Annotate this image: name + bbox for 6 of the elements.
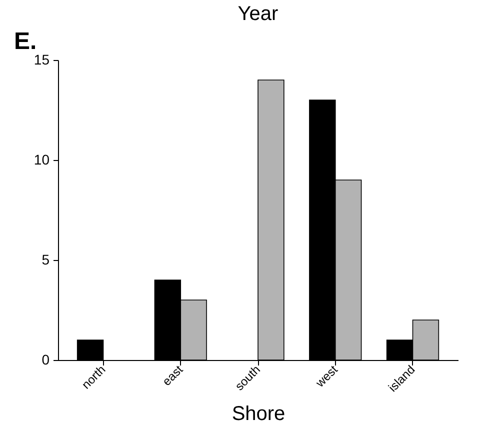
y-tick-label: 5: [42, 252, 50, 268]
y-tick-label: 0: [42, 352, 50, 368]
x-tick-label: east: [160, 362, 186, 388]
x-axis-title: Shore: [232, 402, 286, 425]
y-tick-label: 10: [34, 152, 50, 168]
chart-title: Year: [238, 3, 279, 25]
